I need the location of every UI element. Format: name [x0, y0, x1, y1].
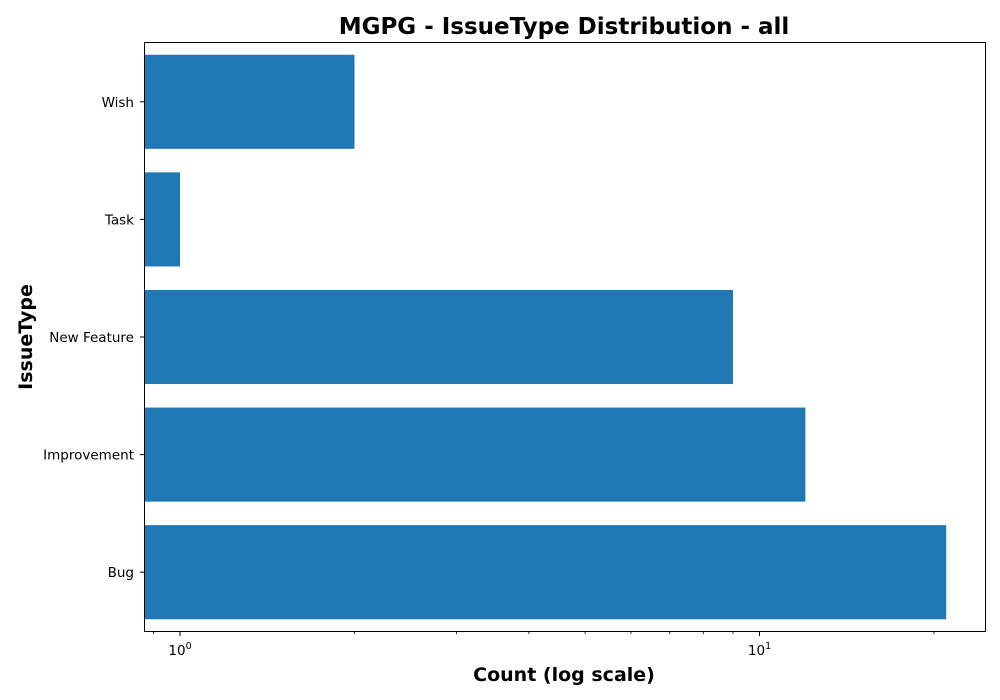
x-axis: 100 101: [153, 631, 935, 659]
bars: [145, 54, 947, 620]
bar-bug: [145, 525, 947, 620]
x-tick-label: 101: [748, 641, 771, 659]
bar-improvement: [145, 407, 806, 502]
y-tick-label-task: Task: [104, 212, 134, 228]
y-axis-label: IssueType: [15, 284, 37, 390]
x-axis-label: Count (log scale): [473, 664, 655, 686]
y-tick-label-bug: Bug: [108, 565, 134, 581]
y-axis: Bug Improvement New Feature Task Wish: [43, 95, 145, 581]
y-tick-label-new-feature: New Feature: [49, 330, 134, 346]
chart-title: MGPG - IssueType Distribution - all: [339, 14, 790, 40]
bar-task: [145, 172, 181, 267]
x-tick-label: 100: [168, 641, 191, 659]
y-tick-label-wish: Wish: [102, 95, 134, 111]
bar-wish: [145, 54, 355, 149]
bar-new-feature: [145, 289, 733, 385]
y-tick-label-improvement: Improvement: [43, 448, 134, 464]
